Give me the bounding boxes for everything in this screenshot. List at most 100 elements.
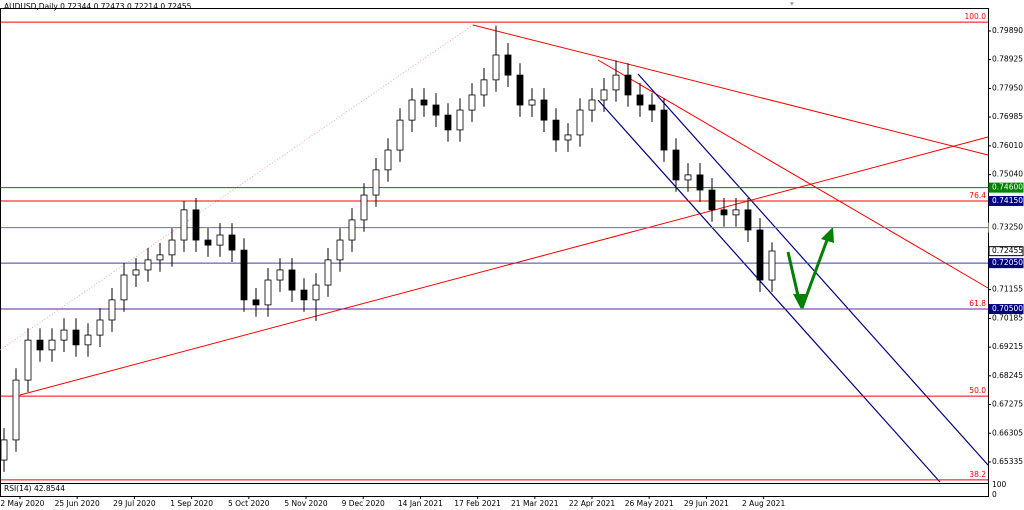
candle-body xyxy=(396,119,404,151)
price-label: 0.72455 xyxy=(992,246,1023,255)
rsi-tick-label: 0 xyxy=(992,490,997,499)
level-label-box xyxy=(988,258,1024,269)
candle-body xyxy=(540,99,548,121)
x-tick-label: 9 Dec 2020 xyxy=(342,499,385,508)
fib-label: 76.4 xyxy=(969,191,986,200)
candle-body xyxy=(708,189,716,211)
price-label-box xyxy=(988,246,1024,257)
candle-body xyxy=(744,209,752,231)
candle-body xyxy=(600,89,608,101)
candle-body xyxy=(528,99,536,106)
candle-body xyxy=(576,109,584,136)
candle-body xyxy=(48,339,56,351)
y-tick-label: 0.71155 xyxy=(992,285,1023,294)
y-tick-label: 0.66305 xyxy=(992,428,1023,437)
x-tick-label: 2 Aug 2021 xyxy=(742,499,785,508)
candle-body xyxy=(504,54,512,76)
forecast-arrow xyxy=(786,227,834,309)
level-label: 0.73250 xyxy=(992,223,1023,232)
channel-line xyxy=(597,99,941,483)
candle-body xyxy=(756,229,764,281)
candle-body xyxy=(300,289,308,301)
rsi-label: RSI(14) 42.8544 xyxy=(4,484,65,493)
y-tick-label: 0.75040 xyxy=(992,170,1023,179)
y-tick-label: 0.65335 xyxy=(992,457,1023,466)
candle-body xyxy=(516,74,524,106)
x-tick-label: 29 Jun 2021 xyxy=(684,499,729,508)
x-tick-label: 14 Jan 2021 xyxy=(398,499,443,508)
candle-body xyxy=(564,134,572,141)
candle-body xyxy=(480,79,488,96)
x-tick-label: 1 Sep 2020 xyxy=(170,499,213,508)
candle-body xyxy=(372,169,380,196)
candle-body xyxy=(192,209,200,241)
fib-label: 100.0 xyxy=(965,12,987,21)
y-tick-label: 0.70185 xyxy=(992,313,1023,322)
trend-line xyxy=(472,24,989,156)
chart-title: AUDUSD,Daily 0.72344 0.72473 0.72214 0.7… xyxy=(4,2,192,11)
candle-body xyxy=(36,339,44,351)
level-label: 0.74150 xyxy=(992,196,1023,205)
candle-body xyxy=(696,174,704,191)
candle-body xyxy=(420,99,428,106)
level-label: 0.70500 xyxy=(992,304,1023,313)
candle-body xyxy=(132,269,140,276)
candle-body xyxy=(768,250,776,281)
candle-body xyxy=(684,174,692,181)
candle-body xyxy=(492,54,500,81)
candle-body xyxy=(96,319,104,336)
y-tick-label: 0.77950 xyxy=(992,83,1023,92)
level-label-box xyxy=(988,304,1024,315)
candle-body xyxy=(468,94,476,111)
candle-body xyxy=(180,209,188,241)
y-tick-label: 0.76010 xyxy=(992,141,1023,150)
rsi-frame xyxy=(0,483,989,497)
candle-body xyxy=(456,109,464,131)
candle-body xyxy=(216,234,224,246)
candle-body xyxy=(120,274,128,301)
candle-body xyxy=(228,234,236,251)
trend-line xyxy=(597,59,989,289)
level-label: 0.74600 xyxy=(992,183,1023,192)
x-tick-label: 5 Oct 2020 xyxy=(228,499,270,508)
candle-body xyxy=(636,94,644,106)
scroll-marker: ▾ xyxy=(790,0,794,8)
fib-label: 38.2 xyxy=(969,470,986,479)
y-tick-label: 0.69215 xyxy=(992,342,1023,351)
rsi-tick-label: 100 xyxy=(992,480,1007,489)
candle-body xyxy=(672,149,680,181)
candle-body xyxy=(288,269,296,291)
x-tick-label: 25 Jun 2020 xyxy=(55,499,100,508)
y-tick-label: 0.76985 xyxy=(992,112,1023,121)
y-tick-label: 0.68245 xyxy=(992,371,1023,380)
x-tick-label: 5 Nov 2020 xyxy=(284,499,327,508)
trend-line xyxy=(19,136,989,396)
candle-body xyxy=(324,259,332,286)
x-tick-label: 26 May 2021 xyxy=(625,499,674,508)
x-tick-label: 22 Apr 2021 xyxy=(569,499,616,508)
x-tick-label: 22 May 2020 xyxy=(0,499,45,508)
candle-body xyxy=(264,279,272,306)
x-tick-label: 29 Jul 2020 xyxy=(113,499,156,508)
candle-body xyxy=(312,284,320,301)
candle-body xyxy=(156,254,164,261)
candle-body xyxy=(612,74,620,91)
candle-body xyxy=(108,299,116,321)
candle-body xyxy=(168,239,176,256)
y-tick-label: 0.78925 xyxy=(992,55,1023,64)
candle-body xyxy=(204,239,212,246)
candle-body xyxy=(84,334,92,346)
candle-body xyxy=(732,209,740,216)
level-label-box xyxy=(988,222,1024,233)
candle-body xyxy=(276,269,284,281)
candle-body xyxy=(144,259,152,271)
fib-label: 61.8 xyxy=(969,299,986,308)
candle-body xyxy=(0,439,8,461)
candle-body xyxy=(252,299,260,306)
candle-body xyxy=(720,209,728,216)
candle-body xyxy=(336,239,344,261)
candle-body xyxy=(24,339,32,381)
candle-body xyxy=(360,194,368,221)
